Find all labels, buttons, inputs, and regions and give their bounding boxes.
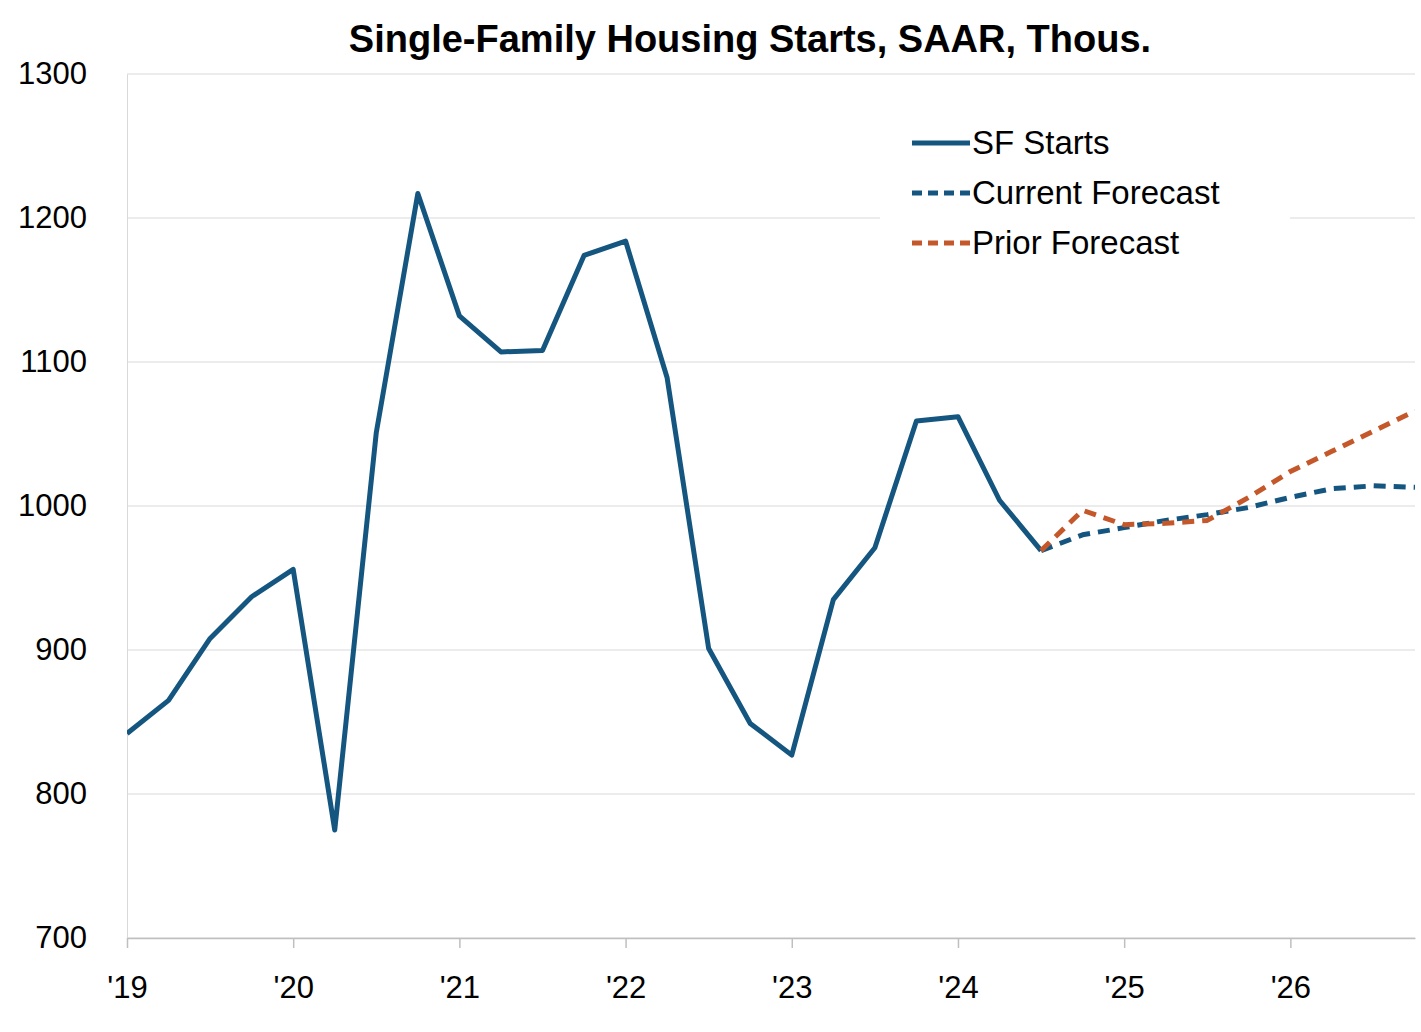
y-tick: 800 [35,776,127,811]
grid-line [127,938,1415,939]
y-axis: 700 800 900 1000 1100 1200 1300 [18,56,127,955]
legend-label: SF Starts [972,124,1110,161]
x-tick-label: '23 [772,970,812,1005]
title: Single-Family Housing Starts, SAAR, Thou… [349,18,1151,60]
x-tick-mark [127,938,129,948]
x-tick-label: '24 [938,970,978,1005]
x-tick-mark [293,938,295,948]
y-tick: 900 [35,632,127,667]
x-tick: '19 [107,938,147,1005]
grid-line [127,506,1415,507]
y-tick-label: 1000 [18,488,87,523]
x-tick-mark [459,938,461,948]
grid-line [127,794,1415,795]
y-tick: 1300 [18,56,127,91]
x-tick: '24 [938,938,978,1005]
legend-label: Prior Forecast [972,224,1179,261]
x-tick: '22 [606,938,646,1005]
y-tick-label: 700 [35,920,87,955]
x-tick: '20 [273,938,313,1005]
y-tick: 700 [35,920,127,955]
y-tick-label: 900 [35,632,87,667]
x-tick-label: '22 [606,970,646,1005]
x-tick-mark [792,938,794,948]
grid-line [127,650,1415,651]
x-axis-line [128,938,1416,940]
grid [127,74,1415,938]
x-tick-label: '21 [440,970,480,1005]
x-tick-label: '25 [1104,970,1144,1005]
x-tick: '25 [1104,938,1144,1005]
y-tick-label: 800 [35,776,87,811]
grid-line [127,74,1415,75]
x-tick-mark [958,938,960,948]
x-tick: '21 [440,938,480,1005]
x-tick-label: '26 [1271,970,1311,1005]
legend-swatch [912,241,970,246]
x-tick-label: '19 [107,970,147,1005]
legend-background [880,115,1290,275]
series-line [1041,411,1415,551]
legend-swatch [912,141,970,146]
y-tick-label: 1200 [18,200,87,235]
x-axis: '19 '20 '21 '22 '23 '24 '25 '26 [107,938,1415,1005]
x-tick: '23 [772,938,812,1005]
x-tick-mark [1124,938,1126,948]
x-tick-mark [1290,938,1292,948]
chart: Single-Family Housing Starts, SAAR, Thou… [0,0,1421,1032]
legend: SF Starts Current Forecast Prior Forecast [880,115,1290,275]
plot-area [127,194,1415,830]
legend-swatch [912,191,970,196]
y-tick-label: 1100 [20,344,87,379]
y-axis-line [127,75,128,939]
x-tick-mark [625,938,627,948]
series-line [127,194,1041,830]
y-tick-label: 1300 [18,56,87,91]
y-tick: 1200 [18,200,127,235]
series-line [1041,486,1415,551]
legend-label: Current Forecast [972,174,1220,211]
x-tick-label: '20 [273,970,313,1005]
y-tick: 1100 [20,344,127,379]
y-tick: 1000 [18,488,127,523]
x-tick: '26 [1271,938,1311,1005]
grid-line [127,362,1415,363]
